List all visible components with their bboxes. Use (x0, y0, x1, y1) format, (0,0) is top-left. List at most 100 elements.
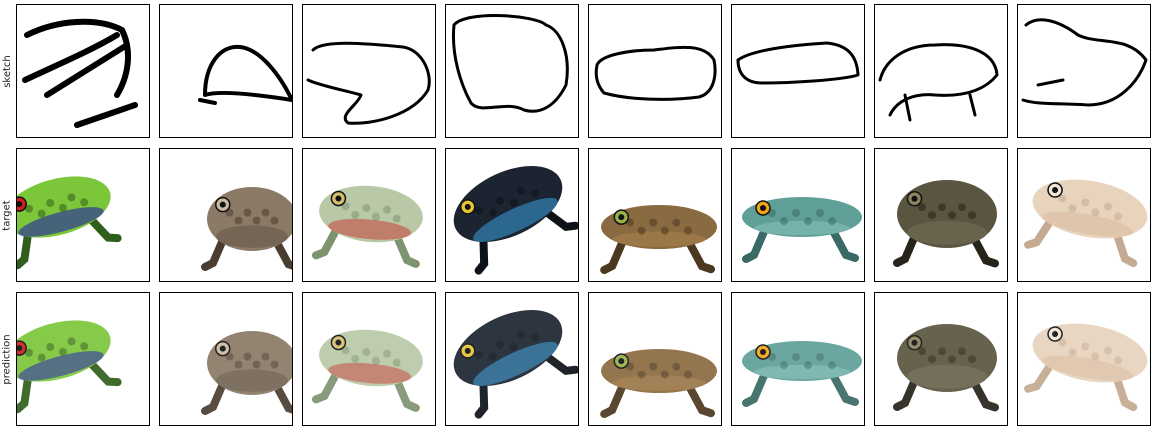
prediction-panel-3 (302, 292, 436, 426)
sketch-panel-8 (1017, 4, 1151, 138)
frog-spot (816, 209, 824, 217)
sketch-panel-5 (588, 4, 722, 138)
frog-spot (496, 196, 505, 205)
frog-legs (474, 205, 578, 275)
sketch-image (22, 18, 138, 128)
frog-spot (649, 218, 658, 227)
frog-legs (1024, 356, 1138, 412)
frog-spot (80, 342, 89, 351)
frog-spot (24, 348, 33, 357)
frog-belly (907, 364, 987, 389)
frog-spot (383, 349, 392, 358)
frog-spot (938, 203, 946, 212)
frog-spot (804, 217, 812, 225)
frog-body (1032, 323, 1148, 383)
frog-spot (938, 347, 946, 356)
target-image (600, 205, 717, 274)
prediction-panel-4 (445, 292, 579, 426)
frog-belly (1041, 355, 1134, 381)
frog-spot (804, 361, 812, 369)
frog-spot (816, 353, 824, 361)
sketch-image (878, 43, 999, 122)
sketch-panel-7 (874, 4, 1008, 138)
target-panel-8 (1017, 148, 1151, 282)
frog-spot (792, 209, 800, 217)
frog-spot (37, 353, 46, 362)
frog-spot (684, 226, 692, 235)
frog-spot (496, 340, 505, 349)
frog-spot (46, 199, 55, 208)
frog-spot (1091, 352, 1100, 361)
frog-body (453, 310, 563, 386)
frog-spot (270, 216, 279, 225)
frog-spot (792, 353, 800, 361)
row-label-sketch: sketch (0, 4, 14, 138)
frog-spot (362, 347, 371, 356)
frog-belly (18, 207, 104, 237)
frog-spot (37, 209, 46, 218)
frog-pupil (911, 339, 918, 346)
frog-spot (475, 206, 484, 215)
frog-spot (828, 217, 836, 225)
sketch-outline (451, 14, 569, 113)
sketch-outline (198, 44, 292, 105)
frog-spot (80, 198, 89, 207)
frog-body (453, 166, 563, 242)
prediction-image (893, 324, 999, 412)
frog-belly (216, 369, 288, 392)
frog-legs (893, 371, 999, 412)
target-panel-7 (874, 148, 1008, 282)
frog-spot (530, 189, 539, 198)
frog-spot (58, 203, 67, 212)
frog-spot (351, 355, 360, 364)
row-label-text: prediction (1, 333, 13, 385)
frog-belly (328, 362, 412, 384)
sketch-outline (594, 45, 717, 101)
frog-spot (928, 355, 936, 364)
frog-belly (907, 220, 987, 245)
frog-spot (780, 217, 788, 225)
frog-legs (600, 378, 715, 418)
frog-spot (660, 226, 669, 235)
prediction-image (1024, 323, 1148, 412)
frog-spot (517, 186, 526, 195)
prediction-image (453, 310, 578, 419)
frog-spot (1058, 338, 1067, 347)
sketch-image (594, 45, 717, 101)
frog-pupil (760, 349, 766, 355)
target-image (311, 185, 423, 268)
prediction-image (311, 329, 423, 412)
frog-spot (968, 355, 976, 364)
row-label-text: sketch (1, 54, 13, 88)
target-image (17, 176, 122, 270)
frog-spot (243, 208, 252, 217)
frog-legs (311, 221, 420, 268)
frog-pupil (17, 345, 23, 352)
row-label-text: target (1, 199, 13, 231)
frog-spot (362, 203, 371, 212)
sketch-panel-6 (731, 4, 865, 138)
frog-spot (1114, 212, 1123, 221)
frog-legs (17, 356, 122, 414)
frog-legs (893, 227, 999, 268)
frog-spot (67, 337, 76, 346)
frog-spot (392, 358, 401, 367)
sketch-image (1021, 18, 1148, 107)
sketch-outline (22, 18, 138, 128)
frog-spot (383, 205, 392, 214)
frog-belly (473, 197, 558, 243)
frog-spot (530, 333, 539, 342)
sketch-panel-4 (445, 4, 579, 138)
frog-belly (754, 221, 850, 235)
frog-pupil (335, 195, 342, 202)
frog-legs (201, 231, 292, 271)
prediction-panel-5 (588, 292, 722, 426)
sketch-image (306, 41, 431, 125)
frog-spot (261, 208, 270, 217)
frog-pupil (335, 339, 342, 346)
frog-spot (1081, 198, 1090, 207)
frog-spot (928, 211, 936, 220)
frog-pupil (17, 201, 23, 208)
sketch-panel-1 (16, 4, 150, 138)
target-panel-3 (302, 148, 436, 282)
